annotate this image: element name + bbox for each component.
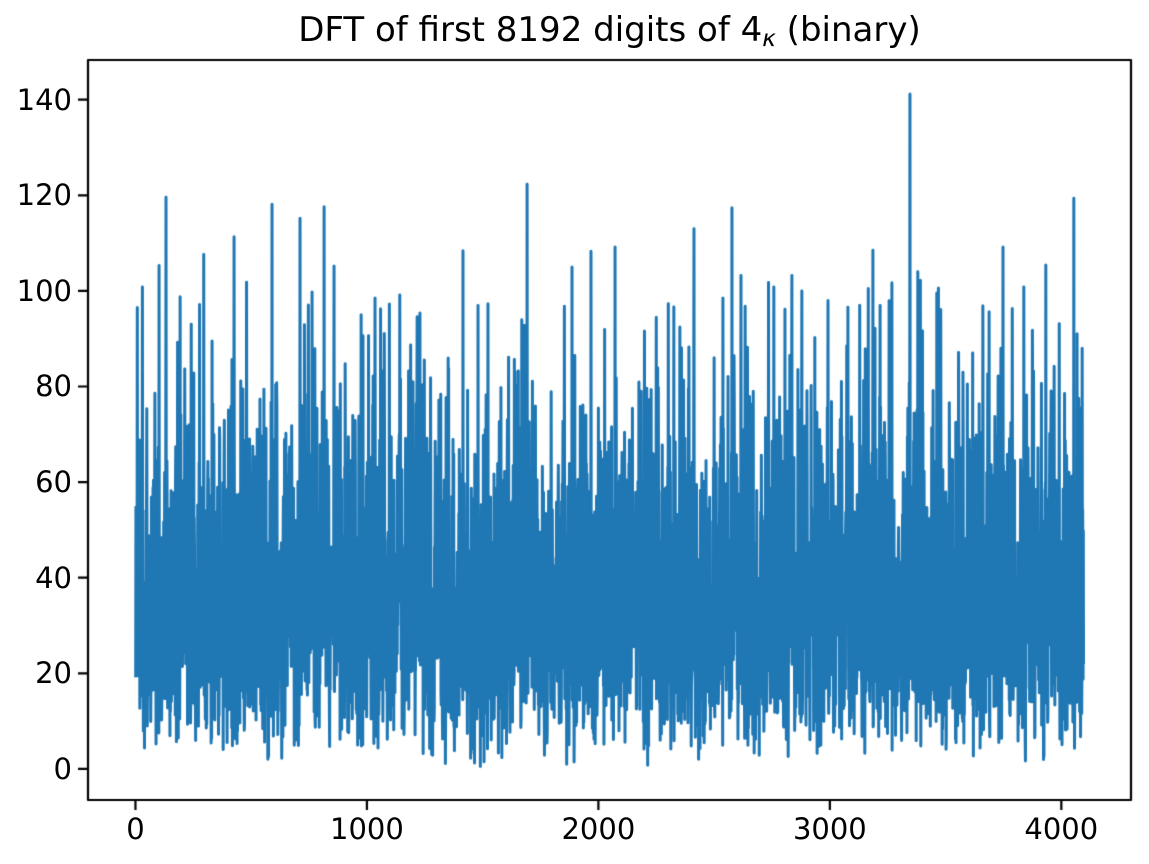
y-tick-label: 120 [16, 178, 72, 213]
chart-title: DFT of first 8192 digits of 4κ (binary) [88, 10, 1131, 53]
x-tick-label: 2000 [561, 812, 636, 846]
y-tick-label: 100 [16, 273, 72, 308]
chart-title-text: DFT of first 8192 digits of 4 [298, 10, 763, 50]
chart-title-suffix: (binary) [775, 10, 921, 50]
x-tick-label: 0 [126, 812, 145, 846]
y-tick-label: 60 [35, 465, 72, 500]
x-tick-label: 4000 [1024, 812, 1099, 846]
chart-title-subscript: κ [762, 26, 776, 53]
y-tick-label: 140 [16, 82, 72, 117]
y-tick-label: 40 [35, 560, 72, 595]
x-tick-label: 3000 [792, 812, 867, 846]
y-tick-label: 0 [53, 751, 72, 786]
y-tick-label: 80 [35, 369, 72, 404]
x-tick-label: 1000 [330, 812, 404, 846]
y-tick-label: 20 [35, 656, 72, 691]
